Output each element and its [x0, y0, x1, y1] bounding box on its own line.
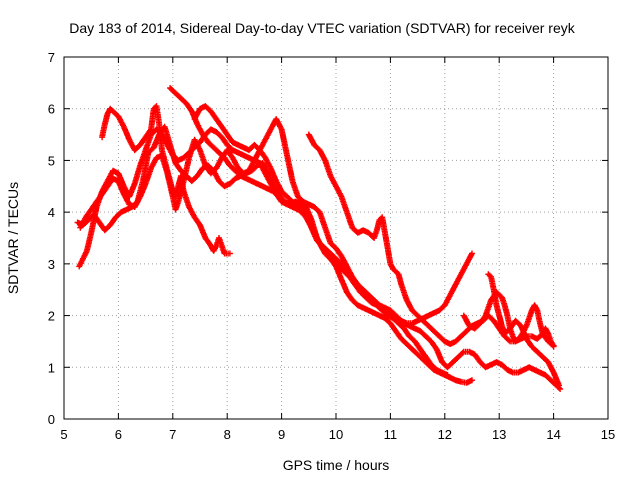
y-tick-label: 7 [48, 50, 55, 65]
plus-marker-path [191, 103, 307, 218]
series-markers [74, 123, 564, 392]
y-tick-label: 4 [48, 205, 55, 220]
series-markers [191, 103, 307, 218]
y-axis-label: SDTVAR / TECUs [5, 182, 21, 294]
x-tick-label: 9 [278, 427, 285, 442]
series-markers [167, 85, 451, 378]
y-tick-label: 2 [48, 309, 55, 324]
x-tick-label: 13 [492, 427, 506, 442]
y-tick-label: 1 [48, 360, 55, 375]
x-tick-label: 11 [384, 427, 398, 442]
plus-marker-path [76, 126, 475, 386]
series-markers [99, 103, 233, 257]
grid-lines [64, 57, 608, 419]
y-tick-label: 0 [48, 412, 55, 427]
series-markers [76, 126, 475, 386]
x-axis-label: GPS time / hours [283, 457, 390, 473]
x-tick-label: 14 [546, 427, 560, 442]
plus-marker-path [460, 289, 557, 349]
x-tick-label: 5 [60, 427, 67, 442]
data-markers [74, 85, 564, 392]
x-tick-label: 12 [438, 427, 452, 442]
chart-title: Day 183 of 2014, Sidereal Day-to-day VTE… [69, 20, 575, 36]
y-tick-label: 6 [48, 102, 55, 117]
x-tick-label: 7 [169, 427, 176, 442]
plus-marker-path [74, 123, 564, 392]
x-tick-label: 6 [115, 427, 122, 442]
x-tick-label: 10 [329, 427, 343, 442]
y-tick-label: 3 [48, 257, 55, 272]
plus-marker-path [99, 103, 233, 257]
x-tick-label: 15 [601, 427, 615, 442]
plus-marker-path [167, 85, 451, 378]
x-tick-label: 8 [224, 427, 231, 442]
series-markers [460, 289, 557, 349]
y-tick-label: 5 [48, 153, 55, 168]
